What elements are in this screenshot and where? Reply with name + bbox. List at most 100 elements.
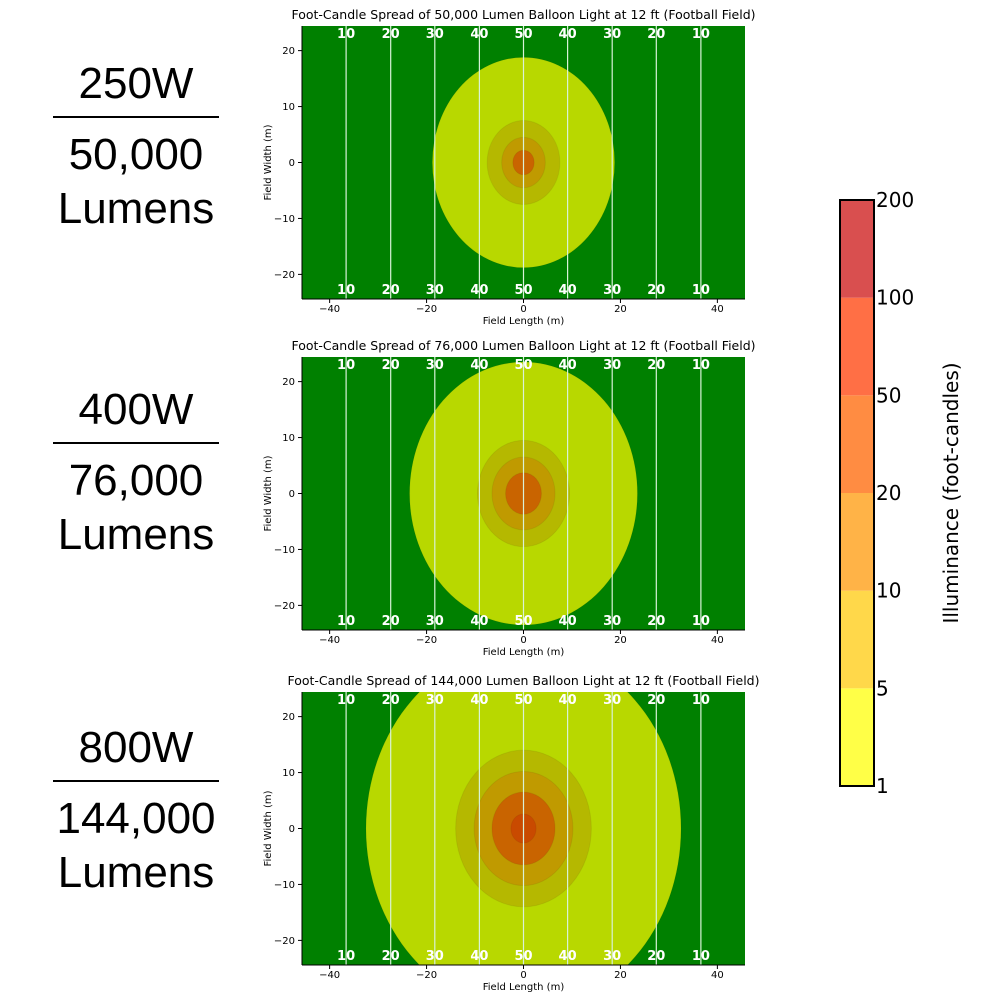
colorbar-segment [840,590,874,689]
yard-number-top: 20 [647,693,665,708]
colorbar-tick-label: 200 [876,188,914,212]
x-tick-label: 40 [711,304,724,315]
yard-number-bottom: 30 [426,614,444,629]
x-tick-label: −20 [416,304,437,315]
x-tick-label: 0 [520,970,526,981]
colorbar-label: Illuminance (foot-candles) [939,362,963,623]
field-area: 10 10 20 20 30 30 40 40 50 50 40 40 30 30 20 20 10 10 [302,26,745,299]
yard-number-bottom: 40 [559,614,577,629]
yard-number-top: 10 [692,358,710,373]
yard-number-top: 40 [559,693,577,708]
x-tick-label: 40 [711,970,724,981]
yard-number-top: 10 [692,693,710,708]
x-tick-label: −40 [319,304,340,315]
y-axis-label: Field Width (m) [263,790,274,866]
colorbar-segment [840,493,874,591]
y-tick-label: 10 [282,102,295,113]
y-tick-label: 10 [282,433,295,444]
yard-number-top: 30 [426,693,444,708]
yard-number-bottom: 30 [603,283,621,298]
yard-number-top: 30 [603,358,621,373]
yard-number-bottom: 50 [514,283,532,298]
yard-number-bottom: 40 [559,283,577,298]
yard-number-top: 20 [382,358,400,373]
yard-number-bottom: 20 [647,614,665,629]
yard-number-bottom: 50 [514,949,532,964]
yard-number-top: 20 [647,27,665,42]
yard-number-top: 40 [470,693,488,708]
colorbar-segment [840,688,874,786]
colorbar-frame [839,199,875,787]
colorbar-segment [840,297,874,396]
chart-title: Foot-Candle Spread of 50,000 Lumen Ballo… [291,7,755,22]
lumens-unit: Lumens [57,184,215,233]
wattage-label: 400W [78,385,194,434]
field-area: 10 10 20 20 30 30 40 40 50 50 40 40 30 30 20 20 10 10 [302,357,745,630]
x-tick-label: 40 [711,635,724,646]
x-tick-label: 20 [614,635,627,646]
y-tick-label: −20 [274,601,295,612]
yard-number-top: 40 [559,27,577,42]
x-tick-label: 20 [614,970,627,981]
yard-number-bottom: 10 [337,949,355,964]
y-tick-label: 20 [282,46,295,57]
x-tick-label: 0 [520,304,526,315]
x-tick-label: −40 [319,635,340,646]
yard-number-bottom: 20 [382,614,400,629]
y-tick-label: 20 [282,712,295,723]
wattage-label: 800W [78,723,194,772]
yard-number-bottom: 40 [470,283,488,298]
yard-number-top: 40 [470,358,488,373]
yard-number-bottom: 10 [337,614,355,629]
y-tick-label: −20 [274,936,295,947]
yard-number-top: 50 [514,358,532,373]
colorbar: 1 5 10 20 50 100 200 Illuminance (foot-candles) [839,188,963,798]
yard-number-bottom: 40 [470,614,488,629]
yard-number-bottom: 10 [337,283,355,298]
chart-panel-1: Foot-Candle Spread of 50,000 Lumen Ballo… [263,7,756,327]
x-axis-label: Field Length (m) [483,647,565,658]
lumens-unit: Lumens [57,510,215,559]
y-tick-label: 0 [289,824,295,835]
colorbar-tick-label: 20 [876,481,901,505]
x-tick-label: 20 [614,304,627,315]
lumens-value: 50,000 [68,130,204,179]
y-tick-label: 0 [289,489,295,500]
yard-number-top: 20 [382,693,400,708]
colorbar-segment [840,200,874,298]
y-tick-label: −10 [274,214,295,225]
colorbar-tick-label: 10 [876,579,901,603]
y-tick-label: 10 [282,768,295,779]
colorbar-tick-label: 1 [876,774,889,798]
yard-number-bottom: 20 [647,949,665,964]
yard-number-top: 10 [692,27,710,42]
divider-rule [53,442,219,444]
yard-number-top: 40 [470,27,488,42]
yard-number-top: 30 [603,693,621,708]
y-tick-label: −10 [274,545,295,556]
colorbar-tick-label: 50 [876,383,901,407]
x-tick-label: −20 [416,635,437,646]
colorbar-tick-label: 100 [876,286,914,310]
x-tick-label: −20 [416,970,437,981]
yard-number-bottom: 10 [692,614,710,629]
chart-panel-2: Foot-Candle Spread of 76,000 Lumen Ballo… [263,338,756,658]
y-tick-label: 20 [282,377,295,388]
yard-number-bottom: 30 [426,283,444,298]
colorbar-tick-label: 5 [876,676,889,700]
y-tick-label: −20 [274,270,295,281]
x-tick-label: 0 [520,635,526,646]
divider-rule [53,780,219,782]
panel-1-label: 250W 50,000 Lumens [36,58,236,236]
yard-number-bottom: 40 [470,949,488,964]
yard-number-top: 10 [337,358,355,373]
yard-number-top: 30 [426,358,444,373]
yard-number-bottom: 40 [559,949,577,964]
x-axis-label: Field Length (m) [483,982,565,993]
yard-number-bottom: 20 [382,283,400,298]
yard-number-top: 30 [426,27,444,42]
yard-number-bottom: 20 [647,283,665,298]
panel-3-label: 800W 144,000 Lumens [36,722,236,900]
yard-number-bottom: 10 [692,949,710,964]
